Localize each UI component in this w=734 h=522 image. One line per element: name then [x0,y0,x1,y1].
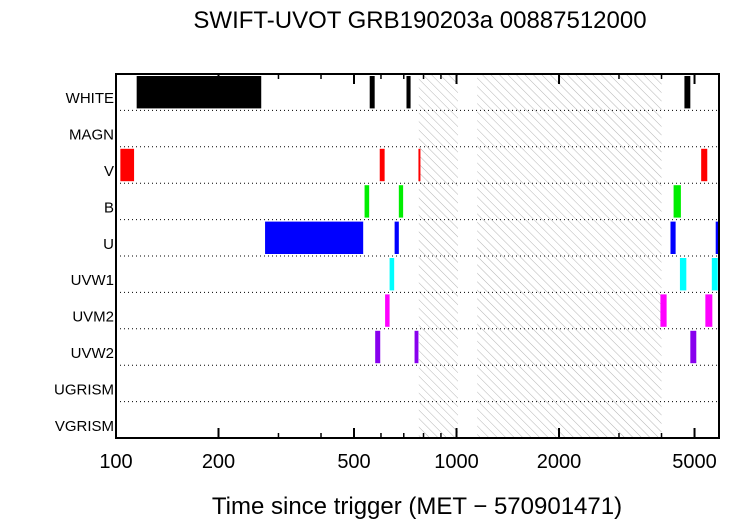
plot-frame [115,73,720,439]
exposure-bar-b-9 [398,185,404,218]
exposure-bar-u-13 [670,221,676,254]
row-label-u: U [103,236,114,253]
row-label-b: B [104,199,114,216]
x-axis-label: Time since trigger (MET − 570901471) [212,493,622,520]
exposure-bar-v-6 [418,148,421,182]
exposure-bar-uvw1-15 [389,258,395,291]
x-tick-label-200: 200 [202,451,235,473]
exposure-bar-b-8 [364,185,370,218]
exposure-bar-v-4 [120,148,135,182]
exposure-bar-white-0 [136,76,262,109]
exposure-bar-u-11 [265,221,364,254]
exposure-bar-uvm2-19 [660,294,667,327]
exposure-bar-uvm2-20 [705,294,713,327]
x-tick-label-100: 100 [99,451,132,473]
exposure-bar-u-14 [715,221,719,254]
row-label-uvw1: UVW1 [71,272,114,289]
row-label-uvm2: UVM2 [72,309,114,326]
row-label-v: V [104,163,114,180]
exposure-bar-white-3 [684,76,691,109]
exposure-bar-v-5 [379,148,385,182]
row-label-uvw2: UVW2 [71,345,114,362]
exposure-bar-u-12 [394,221,399,254]
exposure-bar-uvm2-18 [385,294,390,327]
row-label-magn: MAGN [69,127,114,144]
exposure-bar-uvw2-21 [375,330,381,364]
x-tick-label-5000: 5000 [672,451,717,473]
x-tick-label-1000: 1000 [434,451,479,473]
exposure-bar-uvw1-17 [711,258,718,291]
plot-area: WHITE MAGN V B U UVW1 UVM2 UVW2 UGRISM VGRISM 100 2… [54,73,720,473]
hatched-interval-0 [418,74,458,438]
exposure-bar-uvw2-23 [690,330,697,364]
x-tick-label-500: 500 [337,451,370,473]
exposure-bar-v-7 [701,148,708,182]
hatched-interval-1 [477,74,662,438]
row-label-ugrism: UGRISM [54,381,114,398]
row-label-white: WHITE [66,90,114,107]
row-label-vgrism: VGRISM [55,418,114,435]
exposure-bar-uvw1-16 [679,258,687,291]
exposure-bar-white-1 [369,76,375,109]
exposure-bar-white-2 [406,76,411,109]
exposure-bar-b-10 [673,185,681,218]
chart-title: SWIFT-UVOT GRB190203a 00887512000 [193,7,646,34]
x-tick-label-2000: 2000 [537,451,582,473]
exposure-bar-uvw2-22 [414,330,419,364]
